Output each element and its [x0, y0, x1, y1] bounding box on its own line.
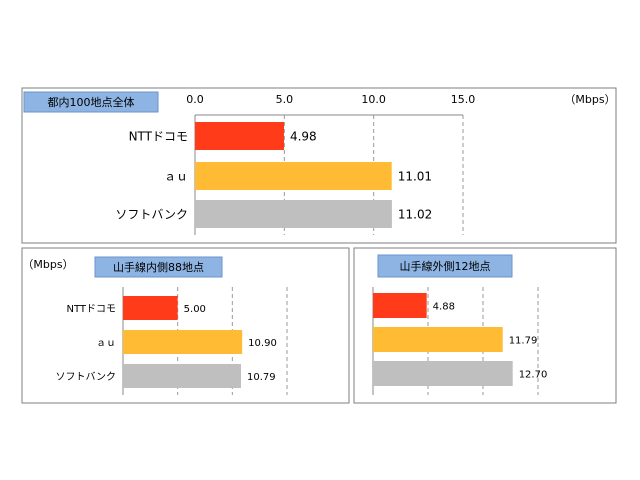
x-tick-label: 0.0	[186, 93, 204, 106]
title-box	[94, 256, 223, 278]
bar	[195, 122, 284, 150]
chart-title: 都内100地点全体	[48, 95, 135, 109]
bar	[195, 162, 392, 190]
value-label: 10.79	[247, 372, 276, 383]
bar	[123, 330, 243, 354]
y-tick-label: ａｕ	[96, 338, 116, 349]
value-label: 12.70	[519, 370, 548, 381]
bar	[123, 296, 178, 320]
value-label: 11.01	[398, 170, 432, 184]
bar	[123, 364, 241, 388]
y-tick-label: ソフトバンク	[115, 208, 188, 222]
bar	[373, 293, 427, 318]
chart-frame	[21, 247, 350, 404]
chart-frame	[21, 87, 617, 244]
y-tick-label: NTTドコモ	[129, 130, 188, 144]
bar	[195, 200, 392, 228]
title-box	[23, 91, 159, 113]
unit-label: （Mbps）	[22, 258, 73, 271]
value-label: 4.88	[433, 302, 455, 313]
chart-frame	[353, 247, 617, 404]
value-label: 10.90	[248, 338, 277, 349]
value-label: 5.00	[184, 304, 206, 315]
y-tick-label: ソフトバンク	[56, 371, 117, 383]
y-tick-label: ａｕ	[164, 170, 188, 184]
y-tick-label: NTTドコモ	[66, 304, 116, 315]
bar	[373, 327, 503, 352]
bar	[373, 361, 513, 386]
title-box	[377, 254, 513, 278]
chart-title: 山手線内側88地点	[113, 260, 204, 274]
x-tick-label: 5.0	[276, 93, 294, 106]
x-tick-label: 10.0	[361, 93, 386, 106]
value-label: 11.02	[398, 208, 432, 222]
x-tick-label: 15.0	[451, 93, 476, 106]
unit-label: （Mbps）	[564, 93, 615, 106]
value-label: 11.79	[509, 336, 538, 347]
value-label: 4.98	[290, 130, 317, 144]
chart-title: 山手線外側12地点	[400, 259, 491, 273]
